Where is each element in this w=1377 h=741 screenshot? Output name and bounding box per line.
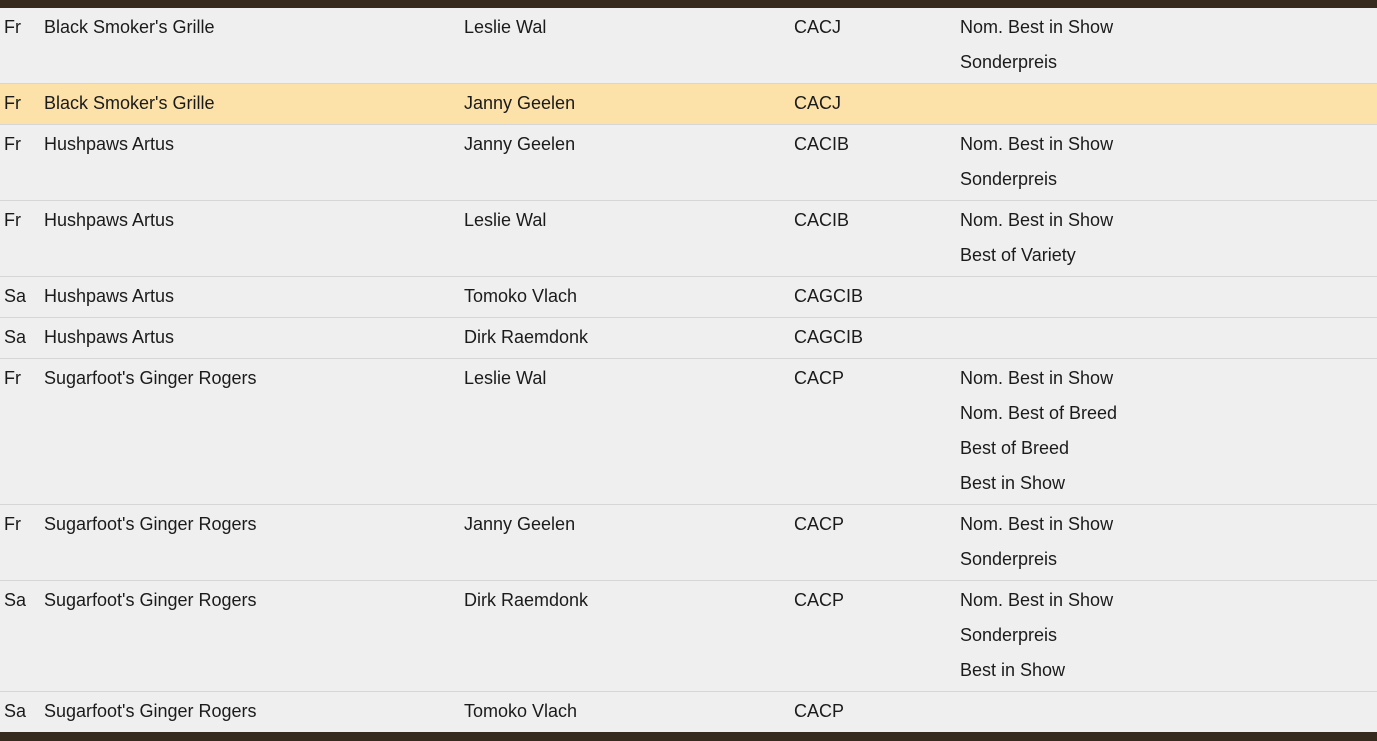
certificate-cell: CACP (794, 701, 845, 721)
results-table: Fr Black Smoker's Grille Leslie Wal CACJ Nom… (0, 8, 1377, 732)
day-cell: Fr (4, 93, 21, 113)
award-line: Best in Show (960, 660, 1066, 680)
award-line: Nom. Best in Show (960, 17, 1114, 37)
award-line: Best of Breed (960, 438, 1070, 458)
award-line: Nom. Best in Show (960, 590, 1114, 610)
day-cell: Fr (4, 368, 21, 388)
awards-cell (960, 279, 1377, 314)
day-cell: Fr (4, 210, 21, 230)
award-line: Nom. Best in Show (960, 368, 1114, 388)
certificate-cell: CAGCIB (794, 327, 864, 347)
judge-cell: Tomoko Vlach (464, 701, 578, 721)
certificate-cell: CACIB (794, 134, 850, 154)
certificate-cell: CACP (794, 368, 845, 388)
cat-name-cell: Black Smoker's Grille (44, 17, 215, 37)
judge-cell: Leslie Wal (464, 17, 547, 37)
award-line: Nom. Best in Show (960, 134, 1114, 154)
day-cell: Sa (4, 327, 27, 347)
award-line: Sonderpreis (960, 549, 1058, 569)
result-row[interactable]: Fr Sugarfoot's Ginger Rogers Leslie Wal CAC… (0, 358, 1377, 504)
certificate-cell: CAGCIB (794, 286, 864, 306)
awards-cell (960, 86, 1377, 121)
day-cell: Fr (4, 134, 21, 154)
result-row[interactable]: Sa Sugarfoot's Ginger Rogers Dirk Raemdonk… (0, 580, 1377, 691)
result-row-selected[interactable]: Fr Black Smoker's Grille Janny Geelen CACJ (0, 83, 1377, 124)
day-cell: Fr (4, 17, 21, 37)
cat-name-cell: Sugarfoot's Ginger Rogers (44, 590, 257, 610)
judge-cell: Janny Geelen (464, 514, 576, 534)
certificate-cell: CACJ (794, 17, 842, 37)
award-line: Nom. Best in Show (960, 514, 1114, 534)
day-cell: Sa (4, 590, 27, 610)
judge-cell: Dirk Raemdonk (464, 327, 589, 347)
cat-name-cell: Hushpaws Artus (44, 327, 175, 347)
awards-cell: Nom. Best in Show Sonderpreis (960, 127, 1377, 197)
cat-name-cell: Sugarfoot's Ginger Rogers (44, 514, 257, 534)
cat-name-cell: Black Smoker's Grille (44, 93, 215, 113)
cat-name-cell: Sugarfoot's Ginger Rogers (44, 368, 257, 388)
certificate-cell: CACIB (794, 210, 850, 230)
certificate-cell: CACP (794, 590, 845, 610)
award-line: Best of Variety (960, 245, 1076, 265)
result-row[interactable]: Fr Hushpaws Artus Leslie Wal CACIB Nom. Best… (0, 200, 1377, 276)
bottom-border-bar (0, 732, 1377, 741)
certificate-cell: CACP (794, 514, 845, 534)
awards-cell: Nom. Best in Show Sonderpreis (960, 10, 1377, 80)
certificate-cell: CACJ (794, 93, 842, 113)
cat-name-cell: Sugarfoot's Ginger Rogers (44, 701, 257, 721)
award-line: Best in Show (960, 473, 1066, 493)
result-row[interactable]: Sa Hushpaws Artus Tomoko Vlach CAGCIB (0, 276, 1377, 317)
judge-cell: Janny Geelen (464, 93, 576, 113)
result-row[interactable]: Fr Hushpaws Artus Janny Geelen CACIB Nom. Be… (0, 124, 1377, 200)
judge-cell: Leslie Wal (464, 210, 547, 230)
award-line: Nom. Best in Show (960, 210, 1114, 230)
award-line: Sonderpreis (960, 52, 1058, 72)
awards-cell: Nom. Best in Show Best of Variety (960, 203, 1377, 273)
cat-name-cell: Hushpaws Artus (44, 134, 175, 154)
judge-cell: Dirk Raemdonk (464, 590, 589, 610)
awards-cell: Nom. Best in Show Sonderpreis Best in Show (960, 583, 1377, 688)
day-cell: Fr (4, 514, 21, 534)
cat-name-cell: Hushpaws Artus (44, 210, 175, 230)
award-line: Sonderpreis (960, 625, 1058, 645)
judge-cell: Janny Geelen (464, 134, 576, 154)
day-cell: Sa (4, 286, 27, 306)
day-cell: Sa (4, 701, 27, 721)
cat-name-cell: Hushpaws Artus (44, 286, 175, 306)
result-row[interactable]: Sa Sugarfoot's Ginger Rogers Tomoko Vlach C… (0, 691, 1377, 732)
judge-cell: Leslie Wal (464, 368, 547, 388)
result-row[interactable]: Sa Hushpaws Artus Dirk Raemdonk CAGCIB (0, 317, 1377, 358)
award-line: Sonderpreis (960, 169, 1058, 189)
top-border-bar (0, 0, 1377, 8)
result-row[interactable]: Fr Black Smoker's Grille Leslie Wal CACJ Nom… (0, 8, 1377, 83)
awards-cell (960, 320, 1377, 355)
result-row[interactable]: Fr Sugarfoot's Ginger Rogers Janny Geelen C… (0, 504, 1377, 580)
awards-cell (960, 694, 1377, 729)
award-line: Nom. Best of Breed (960, 403, 1118, 423)
judge-cell: Tomoko Vlach (464, 286, 578, 306)
awards-cell: Nom. Best in Show Nom. Best of Breed Best … (960, 361, 1377, 501)
awards-cell: Nom. Best in Show Sonderpreis (960, 507, 1377, 577)
